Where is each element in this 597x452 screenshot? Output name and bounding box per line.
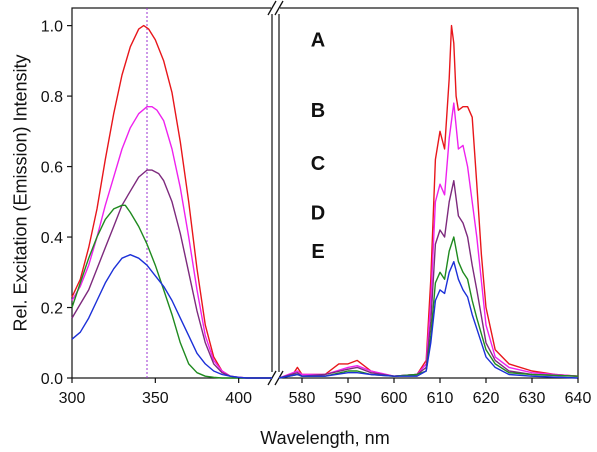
series-line-emission-3 xyxy=(278,180,579,379)
x-tick-label: 580 xyxy=(289,390,316,407)
axis-break-marks xyxy=(267,0,284,386)
plot-frame xyxy=(71,7,579,379)
curve-label-e: E xyxy=(311,241,324,263)
y-axis-title: Rel. Excitation (Emission) Intensity xyxy=(10,54,30,331)
series-line-emission-4 xyxy=(278,236,579,379)
y-tick-label: 0.2 xyxy=(41,301,63,318)
x-tick-label: 610 xyxy=(427,390,454,407)
series-line-emission-2 xyxy=(278,102,579,379)
y-tick-label: 1.0 xyxy=(41,19,63,36)
x-tick-label: 620 xyxy=(473,390,500,407)
x-ticks: 300 350 400 580 590 600 610 620 630 640 xyxy=(59,378,592,407)
series-line-excitation-4 xyxy=(71,204,272,379)
y-tick-label: 0.8 xyxy=(41,89,63,106)
x-axis-title: Wavelength, nm xyxy=(260,428,389,448)
curve-label-b: B xyxy=(311,100,325,122)
series-layer xyxy=(71,24,579,379)
series-line-emission-1 xyxy=(278,24,579,379)
series-line-excitation-2 xyxy=(71,106,272,379)
curve-label-a: A xyxy=(311,30,325,52)
y-tick-label: 0.4 xyxy=(41,230,63,247)
x-tick-label: 600 xyxy=(381,390,408,407)
plot-frame-left xyxy=(71,7,273,379)
axis-break-slash xyxy=(274,0,284,16)
curve-labels: A B C DE xyxy=(311,30,325,263)
curve-label-d: D xyxy=(311,202,325,224)
series-line-excitation-3 xyxy=(71,169,272,379)
axis-break-slash xyxy=(267,0,277,16)
curve-label-c: C xyxy=(311,153,325,175)
x-tick-label: 350 xyxy=(142,390,169,407)
y-ticks: 0.0 0.2 0.4 0.6 0.8 1.0 xyxy=(41,19,72,388)
series-line-emission-5 xyxy=(278,261,579,379)
x-tick-label: 640 xyxy=(565,390,592,407)
x-tick-label: 630 xyxy=(519,390,546,407)
x-tick-label: 400 xyxy=(225,390,252,407)
axis-break-gap xyxy=(271,372,280,384)
x-tick-label: 590 xyxy=(335,390,362,407)
plot-frame-right xyxy=(278,7,579,379)
x-tick-label: 300 xyxy=(59,390,86,407)
y-tick-label: 0.0 xyxy=(41,371,63,388)
series-line-excitation-5 xyxy=(71,254,272,379)
axis-break-gap xyxy=(271,2,280,14)
y-tick-label: 0.6 xyxy=(41,160,63,177)
